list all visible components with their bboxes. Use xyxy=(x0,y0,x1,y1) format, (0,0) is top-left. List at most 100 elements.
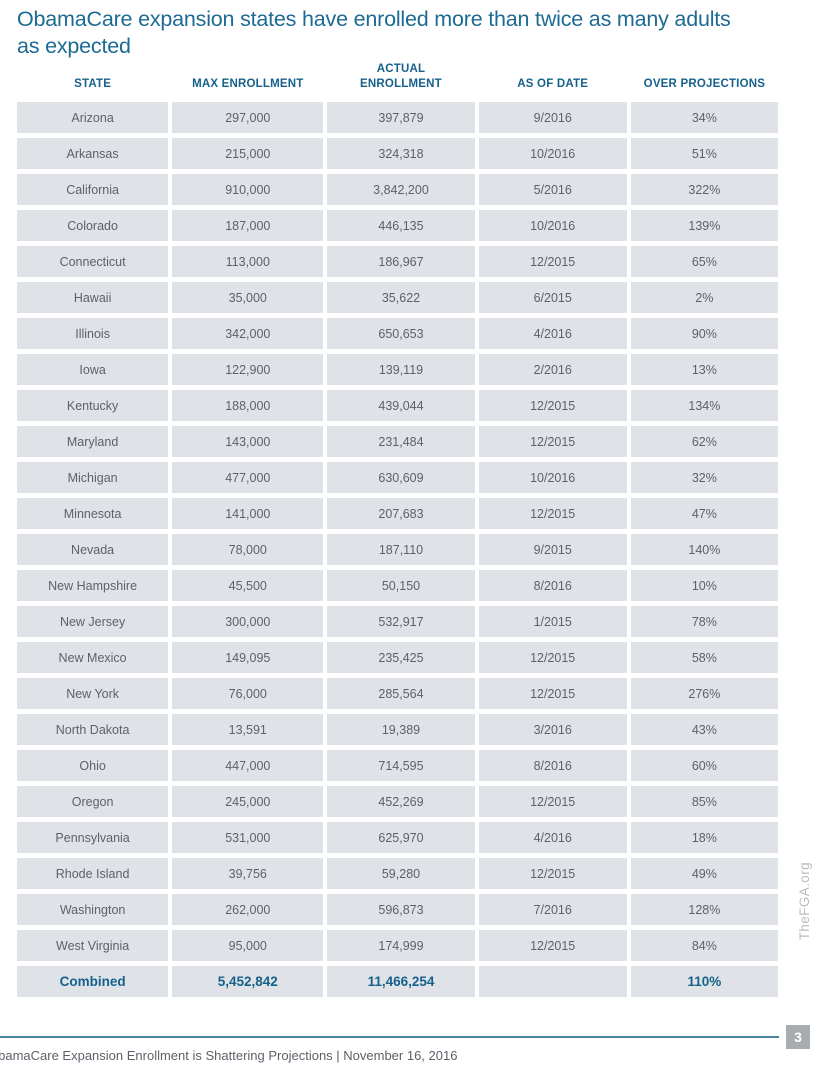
cell-over-projections: 18% xyxy=(630,822,778,853)
cell-actual-enrollment: 174,999 xyxy=(327,930,475,961)
cell-over-projections: 139% xyxy=(630,210,778,241)
cell-actual-enrollment: 235,425 xyxy=(327,642,475,673)
cell-over-projections: 58% xyxy=(630,642,778,673)
cell-over-projections: 276% xyxy=(630,678,778,709)
cell-state: Connecticut xyxy=(17,246,169,277)
table-row: Washington 262,000 596,873 7/2016 128% xyxy=(17,894,778,925)
cell-over-projections: 51% xyxy=(630,138,778,169)
cell-max-enrollment: 35,000 xyxy=(172,282,324,313)
cell-over-projections: 110% xyxy=(630,966,778,997)
table-row: California 910,000 3,842,200 5/2016 322% xyxy=(17,174,778,205)
cell-actual-enrollment: 186,967 xyxy=(327,246,475,277)
cell-state: Oregon xyxy=(17,786,169,817)
cell-state: New Mexico xyxy=(17,642,169,673)
cell-state: Minnesota xyxy=(17,498,169,529)
table-header-row: STATE MAX ENROLLMENT ACTUAL ENROLLMENT A… xyxy=(17,62,778,96)
table-row: Arkansas 215,000 324,318 10/2016 51% xyxy=(17,138,778,169)
cell-as-of-date xyxy=(478,966,627,997)
cell-actual-enrollment: 650,653 xyxy=(327,318,475,349)
cell-over-projections: 84% xyxy=(630,930,778,961)
cell-max-enrollment: 5,452,842 xyxy=(172,966,324,997)
table-row: Oregon 245,000 452,269 12/2015 85% xyxy=(17,786,778,817)
cell-actual-enrollment: 231,484 xyxy=(327,426,475,457)
table-body: Arizona 297,000 397,879 9/2016 34% Arkansas 21… xyxy=(17,102,778,997)
cell-max-enrollment: 297,000 xyxy=(172,102,324,133)
cell-state: North Dakota xyxy=(17,714,169,745)
cell-actual-enrollment: 397,879 xyxy=(327,102,475,133)
cell-actual-enrollment: 187,110 xyxy=(327,534,475,565)
cell-actual-enrollment: 207,683 xyxy=(327,498,475,529)
table-row: West Virginia 95,000 174,999 12/2015 84% xyxy=(17,930,778,961)
cell-actual-enrollment: 35,622 xyxy=(327,282,475,313)
cell-max-enrollment: 262,000 xyxy=(172,894,324,925)
column-header-over-projections: OVER PROJECTIONS xyxy=(643,78,766,90)
table-row: Iowa 122,900 139,119 2/2016 13% xyxy=(17,354,778,385)
cell-as-of-date: 12/2015 xyxy=(478,678,627,709)
cell-as-of-date: 12/2015 xyxy=(478,858,627,889)
footer-divider xyxy=(0,1036,779,1038)
column-header-actual-enrollment-line1: ACTUAL xyxy=(376,63,426,75)
cell-actual-enrollment: 3,842,200 xyxy=(327,174,475,205)
column-header-actual-enrollment: ACTUAL ENROLLMENT xyxy=(327,62,474,96)
cell-state: Colorado xyxy=(17,210,169,241)
cell-over-projections: 78% xyxy=(630,606,778,637)
cell-max-enrollment: 531,000 xyxy=(172,822,324,853)
cell-as-of-date: 10/2016 xyxy=(478,462,627,493)
cell-as-of-date: 2/2016 xyxy=(478,354,627,385)
cell-state: Nevada xyxy=(17,534,169,565)
table-row: New York 76,000 285,564 12/2015 276% xyxy=(17,678,778,709)
cell-as-of-date: 6/2015 xyxy=(478,282,627,313)
cell-state: Ohio xyxy=(17,750,169,781)
cell-actual-enrollment: 446,135 xyxy=(327,210,475,241)
cell-actual-enrollment: 19,389 xyxy=(327,714,475,745)
cell-max-enrollment: 477,000 xyxy=(172,462,324,493)
cell-state: Illinois xyxy=(17,318,169,349)
column-header-as-of-date: AS OF DATE xyxy=(517,78,589,90)
cell-over-projections: 62% xyxy=(630,426,778,457)
cell-as-of-date: 8/2016 xyxy=(478,570,627,601)
cell-max-enrollment: 141,000 xyxy=(172,498,324,529)
cell-max-enrollment: 76,000 xyxy=(172,678,324,709)
cell-max-enrollment: 122,900 xyxy=(172,354,324,385)
table-row: Kentucky 188,000 439,044 12/2015 134% xyxy=(17,390,778,421)
cell-max-enrollment: 143,000 xyxy=(172,426,324,457)
cell-max-enrollment: 149,095 xyxy=(172,642,324,673)
table-row: Ohio 447,000 714,595 8/2016 60% xyxy=(17,750,778,781)
cell-actual-enrollment: 596,873 xyxy=(327,894,475,925)
table-row: Hawaii 35,000 35,622 6/2015 2% xyxy=(17,282,778,313)
cell-as-of-date: 7/2016 xyxy=(478,894,627,925)
cell-over-projections: 140% xyxy=(630,534,778,565)
footer-citation: ObamaCare Expansion Enrollment is Shatte… xyxy=(0,1048,458,1063)
page-title: ObamaCare expansion states have enrolled… xyxy=(17,7,731,58)
cell-as-of-date: 12/2015 xyxy=(478,930,627,961)
cell-max-enrollment: 188,000 xyxy=(172,390,324,421)
cell-state: Arkansas xyxy=(17,138,169,169)
cell-as-of-date: 10/2016 xyxy=(478,138,627,169)
cell-as-of-date: 4/2016 xyxy=(478,822,627,853)
cell-actual-enrollment: 11,466,254 xyxy=(327,966,475,997)
cell-state: California xyxy=(17,174,169,205)
cell-state: Washington xyxy=(17,894,169,925)
cell-over-projections: 10% xyxy=(630,570,778,601)
table-row: Arizona 297,000 397,879 9/2016 34% xyxy=(17,102,778,133)
cell-actual-enrollment: 452,269 xyxy=(327,786,475,817)
cell-over-projections: 13% xyxy=(630,354,778,385)
enrollment-table: STATE MAX ENROLLMENT ACTUAL ENROLLMENT A… xyxy=(17,62,778,1002)
cell-actual-enrollment: 139,119 xyxy=(327,354,475,385)
cell-max-enrollment: 245,000 xyxy=(172,786,324,817)
cell-as-of-date: 12/2015 xyxy=(478,498,627,529)
cell-max-enrollment: 910,000 xyxy=(172,174,324,205)
cell-as-of-date: 5/2016 xyxy=(478,174,627,205)
cell-over-projections: 128% xyxy=(630,894,778,925)
cell-over-projections: 134% xyxy=(630,390,778,421)
cell-max-enrollment: 13,591 xyxy=(172,714,324,745)
cell-state: Hawaii xyxy=(17,282,169,313)
column-header-state: STATE xyxy=(74,78,112,90)
table-row: Michigan 477,000 630,609 10/2016 32% xyxy=(17,462,778,493)
cell-actual-enrollment: 439,044 xyxy=(327,390,475,421)
cell-state: New Hampshire xyxy=(17,570,169,601)
cell-as-of-date: 4/2016 xyxy=(478,318,627,349)
cell-as-of-date: 1/2015 xyxy=(478,606,627,637)
cell-over-projections: 43% xyxy=(630,714,778,745)
cell-actual-enrollment: 59,280 xyxy=(327,858,475,889)
